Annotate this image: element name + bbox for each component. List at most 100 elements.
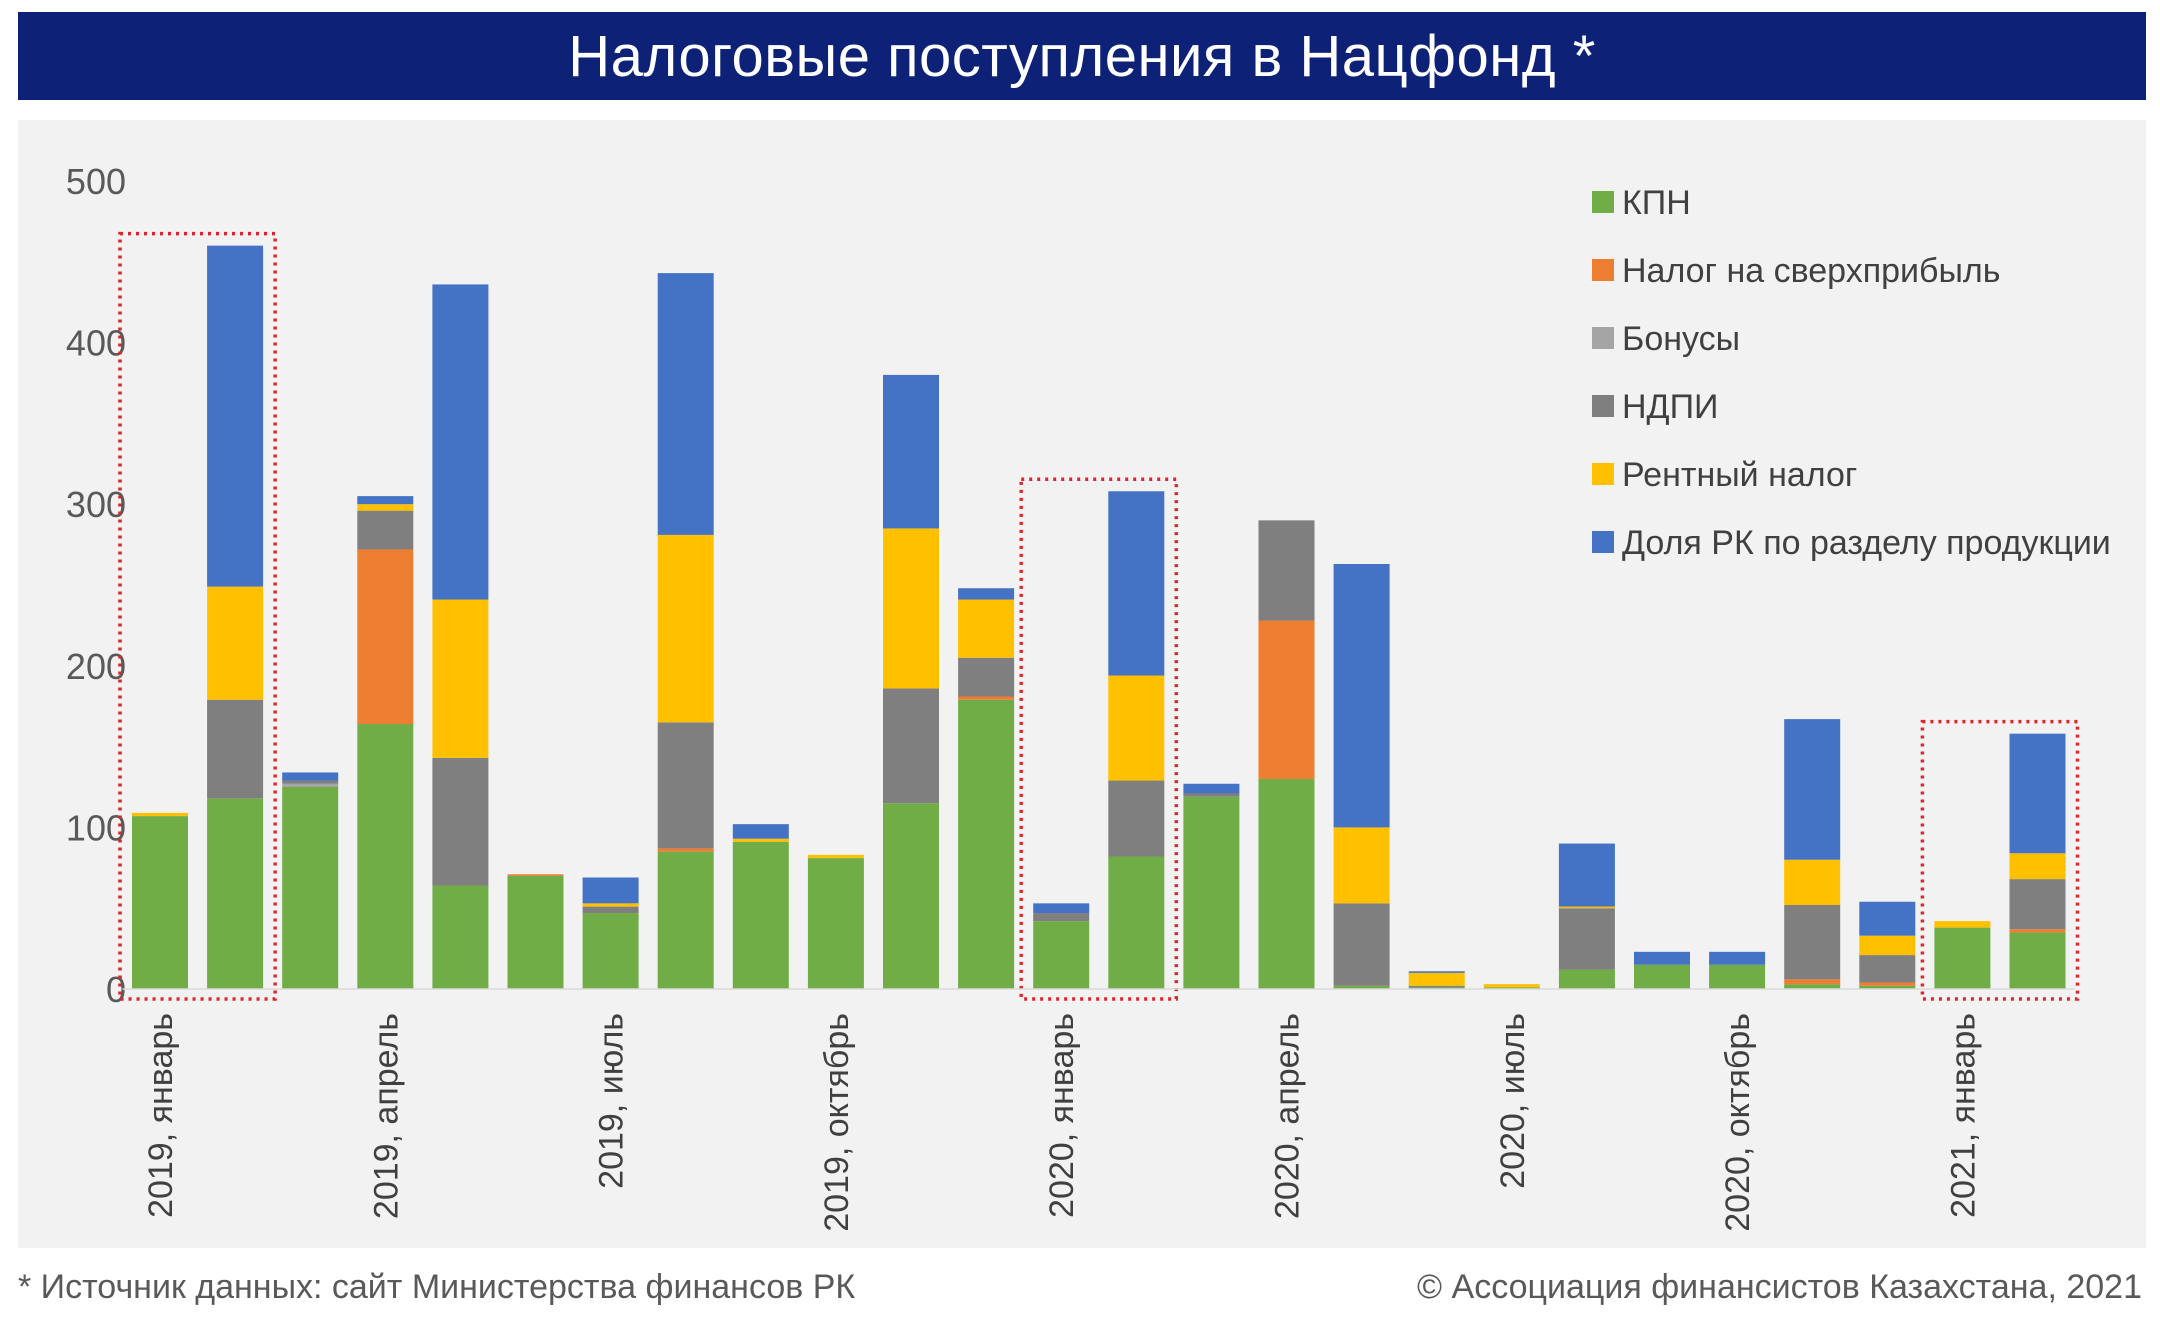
bar-segment (1408, 971, 1465, 973)
legend-label: НДПИ (1622, 388, 1718, 426)
legend: КПН Налог на сверхприбыль Бонусы НДПИ Рентны… (1592, 184, 2111, 562)
bar-segment (732, 841, 789, 989)
bar-segment (357, 510, 414, 550)
bar-segment (1408, 985, 1465, 988)
bar-segment (1558, 908, 1615, 970)
bar-segment (132, 816, 188, 989)
legend-item: Бонусы (1592, 320, 1740, 358)
y-tick-label: 200 (66, 646, 126, 687)
bar-segment (657, 273, 714, 535)
bar-segment (958, 599, 1015, 658)
bar-segment (1333, 903, 1390, 986)
bar-stack (1483, 984, 1540, 989)
bar-segment (1859, 955, 1916, 983)
bar-segment (1258, 620, 1315, 779)
legend-label: Бонусы (1622, 320, 1740, 358)
bar-segment (507, 874, 564, 876)
bar-segment (2009, 733, 2066, 854)
x-tick-label: 2019, октябрь (818, 1013, 856, 1232)
highlight-box (118, 231, 277, 1001)
bar-segment (732, 824, 789, 839)
bar-segment (1934, 927, 1991, 989)
bar-segment (1483, 987, 1540, 989)
bar-segment (2009, 929, 2066, 933)
bar-segment (958, 588, 1015, 600)
bar-segment (432, 885, 489, 989)
bar-segment (657, 722, 714, 849)
bar-segment (1859, 935, 1916, 956)
bar-segment (1859, 901, 1916, 936)
y-tick-label: 400 (66, 323, 126, 364)
bar-segment (357, 504, 414, 511)
bar-stack (1258, 520, 1315, 989)
bar-segment (582, 877, 639, 904)
bar-segment (1258, 520, 1315, 621)
bar-stack (432, 284, 489, 989)
bar-stack (357, 496, 414, 989)
highlight-boxes (118, 231, 2080, 1001)
x-tick-label: 2020, октябрь (1719, 1013, 1757, 1232)
bar-segment (657, 534, 714, 723)
x-tick-label: 2021, январь (1944, 1013, 1982, 1218)
x-tick-label: 2019, январь (142, 1013, 180, 1218)
bar-segment (807, 854, 864, 859)
bar-segment (1784, 984, 1841, 989)
title-bar: Налоговые поступления в Нацфонд * (18, 12, 2146, 100)
bar-stack (132, 812, 188, 989)
bar-segment (1558, 969, 1615, 989)
x-tick-label: 2019, апрель (367, 1013, 405, 1219)
x-tick-label: 2019, июль (593, 1013, 631, 1189)
source-note: * Источник данных: сайт Министерства фин… (18, 1268, 856, 1306)
bar-stack (2009, 733, 2066, 989)
bar-segment (507, 875, 564, 989)
bar-stack (1408, 971, 1465, 989)
legend-label: КПН (1622, 184, 1691, 222)
bar-segment (1033, 913, 1090, 922)
bar-segment (357, 496, 414, 505)
bar-segment (958, 696, 1015, 700)
legend-label: Налог на сверхприбыль (1622, 252, 2000, 290)
chart-panel: 0 100 200 300 400 500 2019, январь 2019, апрел… (18, 120, 2146, 1248)
bar-segment (732, 838, 789, 842)
x-tick-label: 2020, апрель (1269, 1013, 1307, 1219)
legend-swatch (1592, 531, 1614, 553)
bar-segment (282, 780, 339, 784)
bar-segment (207, 699, 264, 799)
y-tick-label: 100 (66, 807, 126, 848)
bars-layer (132, 245, 2066, 989)
bar-segment (883, 803, 939, 989)
bar-segment (207, 245, 264, 587)
bar-stack (507, 874, 564, 989)
chart-title: Налоговые поступления в Нацфонд * (568, 23, 1596, 89)
bar-segment (1258, 778, 1315, 989)
legend-item: Рентный налог (1592, 456, 1857, 494)
copyright-note: © Ассоциация финансистов Казахстана, 202… (1417, 1268, 2142, 1306)
legend-swatch (1592, 395, 1614, 417)
bar-segment (1333, 985, 1390, 989)
bar-segment (1108, 491, 1165, 676)
bar-segment (357, 549, 414, 724)
bar-stack (1333, 563, 1390, 989)
legend-swatch (1592, 259, 1614, 281)
bar-segment (582, 906, 639, 914)
legend-swatch (1592, 327, 1614, 349)
bar-segment (1483, 984, 1540, 988)
bar-segment (1634, 951, 1690, 965)
bar-stack (807, 854, 864, 989)
x-axis: 2019, январь 2019, апрель 2019, июль 2019, … (122, 988, 2076, 1232)
bar-stack (958, 588, 1015, 989)
bar-segment (1784, 979, 1841, 985)
bar-segment (657, 851, 714, 989)
bar-stack (1108, 491, 1165, 989)
legend-item: КПН (1592, 184, 1691, 222)
bar-segment (1934, 921, 1991, 928)
bar-stack (1558, 843, 1615, 989)
bar-segment (1558, 906, 1615, 909)
bar-segment (1709, 964, 1766, 989)
bar-segment (582, 903, 639, 907)
legend-label: Доля РК по разделу продукции (1622, 524, 2111, 562)
bar-segment (2009, 853, 2066, 880)
bar-segment (1859, 982, 1916, 986)
bar-stack (1709, 951, 1766, 989)
bar-stack (1859, 901, 1916, 989)
